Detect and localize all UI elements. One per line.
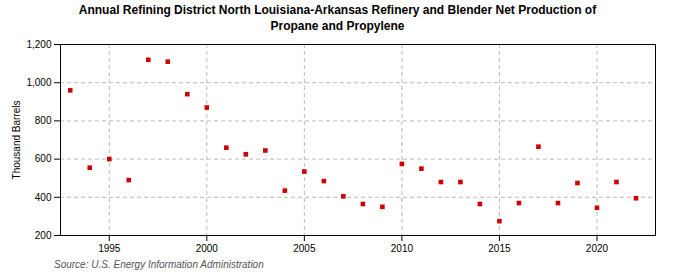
svg-text:2010: 2010: [391, 243, 414, 254]
svg-text:1,200: 1,200: [26, 39, 51, 50]
svg-text:400: 400: [35, 192, 52, 203]
svg-text:200: 200: [35, 230, 52, 241]
html-text:Annual Refining District North: Annual Refining District North Louisiana…: [78, 3, 597, 33]
svg-text:1,000: 1,000: [26, 77, 51, 88]
svg-text:800: 800: [35, 115, 52, 126]
svg-text:2020: 2020: [586, 243, 609, 254]
svg-text:2005: 2005: [293, 243, 316, 254]
svg-text:600: 600: [35, 153, 52, 164]
svg-text:1995: 1995: [98, 243, 121, 254]
svg-text:2015: 2015: [488, 243, 511, 254]
html-text:Source: U.S. Energy Informatio: Source: U.S. Energy Information Administ…: [54, 259, 264, 271]
svg-text:2000: 2000: [196, 243, 219, 254]
svg-text:Thousand Barrels: Thousand Barrels: [11, 101, 22, 180]
